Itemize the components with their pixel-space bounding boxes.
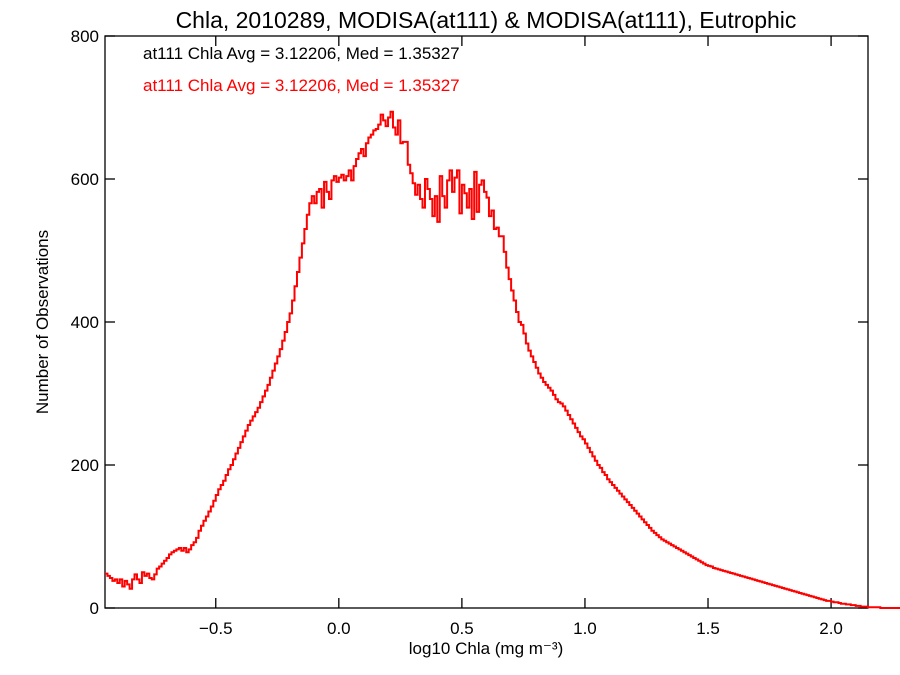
x-tick-label: 2.0: [819, 619, 843, 638]
stats-annotation-black: at111 Chla Avg = 3.12206, Med = 1.35327: [143, 44, 460, 63]
chart-title: Chla, 2010289, MODISA(at111) & MODISA(at…: [176, 7, 797, 33]
x-tick-label: 0.0: [327, 619, 351, 638]
x-tick-label: −0.5: [199, 619, 233, 638]
histogram-series-line: [105, 110, 900, 609]
y-tick-label: 200: [71, 456, 99, 475]
x-axis-label: log10 Chla (mg m⁻³): [409, 639, 563, 658]
plot-frame: [104, 35, 869, 609]
x-tick-label: 0.5: [450, 619, 474, 638]
y-tick-label: 400: [71, 313, 99, 332]
x-tick-label: 1.5: [696, 619, 720, 638]
axis-ticks: −0.5 0.0 0.5 1.0 1.5 2.0 0 200 400 600 800: [71, 27, 868, 638]
x-tick-label: 1.0: [573, 619, 597, 638]
stats-annotation-red: at111 Chla Avg = 3.12206, Med = 1.35327: [143, 76, 460, 95]
y-tick-label: 800: [71, 27, 99, 46]
y-axis-label: Number of Observations: [33, 230, 52, 414]
y-tick-label: 600: [71, 170, 99, 189]
y-tick-label: 0: [90, 599, 99, 618]
